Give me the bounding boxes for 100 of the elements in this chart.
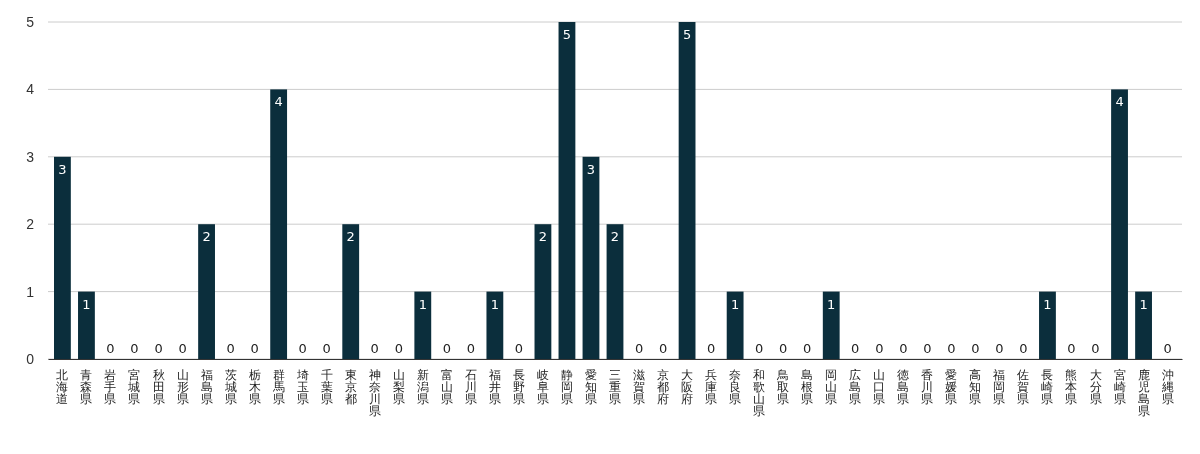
data-label: 5 (562, 27, 572, 42)
bar (270, 89, 288, 359)
data-label: 0 (1163, 341, 1172, 356)
bar (534, 224, 552, 359)
x-tick-label: 東京都 (344, 368, 357, 405)
bar (606, 224, 624, 359)
data-label: 0 (971, 341, 980, 356)
bar (582, 156, 600, 359)
x-tick-label: 福島県 (200, 368, 213, 405)
x-tick-label: 島根県 (801, 368, 814, 405)
x-tick-label: 熊本県 (1065, 368, 1078, 405)
bar (726, 291, 744, 359)
data-label: 1 (82, 296, 91, 312)
data-label: 0 (803, 341, 812, 356)
data-label: 1 (1043, 296, 1052, 312)
data-label: 1 (827, 296, 836, 312)
data-label: 2 (202, 229, 211, 245)
x-tick-label: 新潟県 (416, 367, 429, 405)
data-label: 0 (947, 341, 956, 356)
data-label: 1 (730, 296, 740, 312)
x-tick-label: 奈良県 (729, 368, 742, 405)
x-tick-label: 石川県 (464, 368, 477, 405)
x-tick-label: 山梨県 (392, 368, 405, 405)
x-tick-label: 青森県 (80, 368, 93, 405)
x-tick-label: 鳥取県 (776, 368, 790, 405)
x-tick-label: 富山県 (440, 367, 453, 405)
data-label: 4 (274, 94, 283, 110)
bar (342, 224, 360, 359)
x-tick-label: 京都府 (657, 367, 670, 405)
bar (1111, 89, 1128, 359)
x-tick-label: 和歌山県 (753, 368, 766, 417)
x-tick-label: 長崎県 (1041, 368, 1054, 405)
bar (54, 156, 71, 359)
data-label: 2 (346, 229, 355, 245)
data-label: 1 (490, 296, 500, 312)
bar (486, 291, 504, 359)
data-label: 0 (394, 341, 403, 356)
x-tick-label: 愛媛県 (945, 368, 958, 405)
x-tick-label: 埼玉県 (295, 368, 309, 405)
data-label: 0 (130, 341, 139, 356)
data-label: 0 (706, 341, 716, 356)
x-tick-label: 愛知県 (584, 368, 597, 405)
x-tick-label: 山形県 (176, 368, 189, 405)
y-tick-label: 0 (26, 350, 35, 367)
data-label: 0 (442, 341, 451, 356)
x-tick-label: 岐阜県 (536, 368, 549, 405)
x-tick-label: 岩手県 (104, 368, 117, 405)
data-label: 0 (298, 341, 307, 356)
x-tick-label: 高知県 (969, 367, 982, 405)
x-tick-label: 宮城県 (127, 367, 141, 405)
x-tick-label: 香川県 (921, 368, 934, 405)
data-label: 0 (178, 341, 187, 356)
bar (78, 291, 95, 359)
data-label: 0 (1019, 341, 1028, 356)
data-label: 0 (466, 341, 475, 356)
data-label: 0 (658, 341, 668, 356)
y-tick-label: 2 (26, 216, 35, 233)
data-label: 0 (106, 341, 115, 356)
data-label: 0 (154, 341, 163, 356)
x-tick-label: 長野県 (512, 368, 525, 405)
data-label: 0 (322, 341, 331, 356)
data-label: 5 (682, 27, 692, 42)
data-label: 3 (586, 161, 596, 177)
x-tick-label: 秋田県 (152, 368, 165, 405)
y-tick-label: 3 (26, 148, 35, 165)
data-label: 0 (1067, 341, 1076, 356)
x-tick-label: 千葉県 (320, 367, 333, 405)
data-label: 3 (58, 161, 67, 177)
x-tick-label: 鹿児島県 (1137, 367, 1150, 417)
bar (198, 224, 215, 359)
data-label: 1 (1139, 296, 1148, 312)
data-label: 0 (779, 341, 788, 356)
x-tick-label: 栃木県 (248, 368, 261, 405)
bar (558, 22, 576, 359)
x-tick-label: 大分県 (1089, 368, 1102, 405)
data-label: 0 (899, 341, 908, 356)
x-tick-label: 広島県 (849, 367, 862, 405)
data-label: 0 (875, 341, 884, 356)
x-tick-label: 大阪府 (681, 368, 694, 405)
x-tick-label: 佐賀県 (1017, 368, 1030, 405)
data-label: 0 (755, 341, 764, 356)
data-label: 1 (418, 296, 427, 312)
data-label: 0 (370, 341, 379, 356)
bar (822, 291, 840, 359)
data-label: 0 (923, 341, 932, 356)
x-tick-label: 兵庫県 (705, 368, 718, 405)
x-tick-label: 茨城県 (223, 368, 237, 405)
x-tick-label: 山口県 (873, 368, 886, 405)
x-tick-label: 静岡県 (560, 368, 573, 405)
data-label: 0 (514, 341, 524, 356)
x-tick-label: 福岡県 (993, 368, 1006, 405)
bar (1039, 291, 1056, 359)
bar (678, 22, 696, 359)
x-tick-label: 神奈川県 (368, 368, 381, 417)
data-label: 0 (226, 341, 235, 356)
x-tick-label: 三重県 (609, 368, 621, 405)
y-tick-label: 5 (26, 13, 35, 30)
data-label: 2 (610, 229, 620, 245)
x-tick-label: 徳島県 (897, 368, 910, 405)
x-tick-label: 沖縄県 (1160, 368, 1174, 405)
